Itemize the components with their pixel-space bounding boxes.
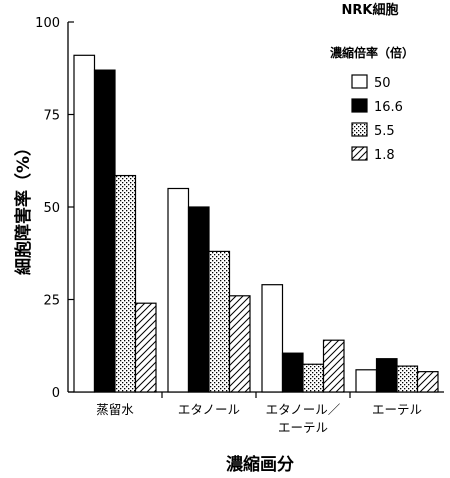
legend-swatch xyxy=(351,74,368,89)
y-tick-label: 75 xyxy=(43,109,60,124)
bar xyxy=(114,174,137,393)
legend-label: 1.8 xyxy=(374,148,395,163)
y-tick-label: 0 xyxy=(52,386,60,401)
legend-label: 5.5 xyxy=(374,124,395,139)
x-category-label: エタノール／ xyxy=(266,402,341,417)
y-axis-label: 細胞障害率（%） xyxy=(13,139,34,275)
legend-swatch xyxy=(351,98,368,113)
chart-title: NRK細胞 xyxy=(342,2,399,18)
legend: 濃縮倍率（倍） 50 16.6 5.5 1.8 xyxy=(330,45,414,163)
bar xyxy=(416,371,439,393)
bar xyxy=(167,187,190,393)
legend-label: 16.6 xyxy=(374,100,403,115)
bar xyxy=(396,365,419,393)
bars xyxy=(73,54,439,393)
y-tick-label: 50 xyxy=(43,201,60,216)
bar xyxy=(73,54,96,393)
bar xyxy=(93,69,116,393)
bar xyxy=(375,358,398,393)
legend-title: 濃縮倍率（倍） xyxy=(330,45,414,60)
bar xyxy=(187,206,210,393)
bar xyxy=(134,302,157,393)
legend-swatch xyxy=(351,146,368,161)
bar xyxy=(322,339,345,393)
x-category-label: エーテル xyxy=(372,402,422,417)
bar xyxy=(355,369,378,393)
x-axis-label: 濃縮画分 xyxy=(226,454,294,475)
legend-label: 50 xyxy=(374,76,391,91)
x-category-label: エタノール xyxy=(178,402,240,417)
x-category-label: 蒸留水 xyxy=(96,402,134,417)
bar xyxy=(302,363,325,393)
bar xyxy=(281,352,304,393)
bar xyxy=(261,284,284,393)
bar xyxy=(208,250,231,393)
y-tick-label: 100 xyxy=(35,16,60,31)
y-tick-label: 25 xyxy=(43,294,60,309)
x-category-label: エーテル xyxy=(278,420,328,435)
bar xyxy=(228,295,251,393)
legend-swatch xyxy=(351,122,368,137)
